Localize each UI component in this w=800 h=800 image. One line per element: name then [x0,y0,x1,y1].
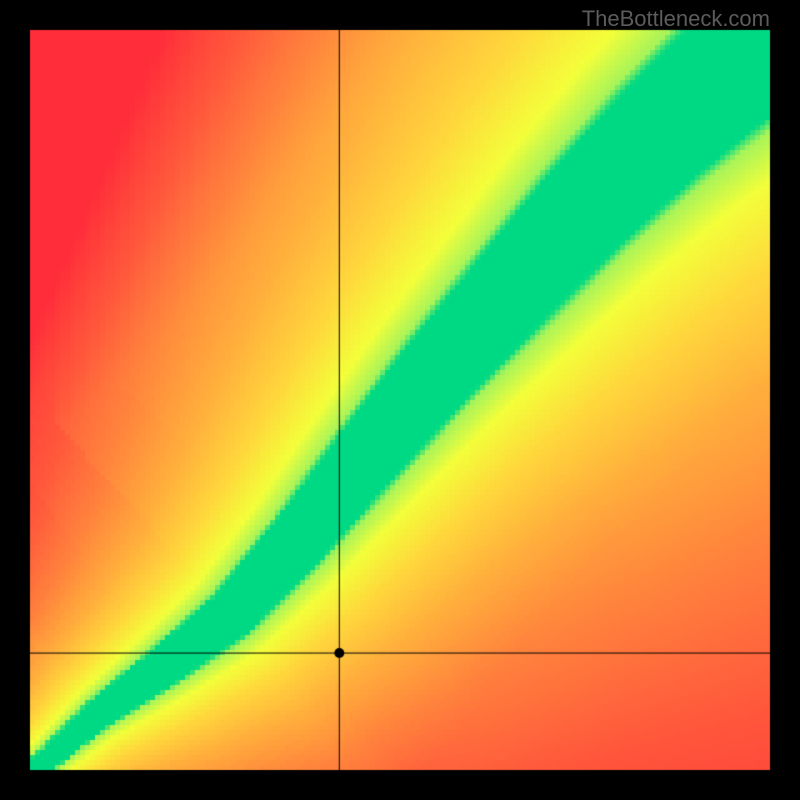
chart-container: TheBottleneck.com [0,0,800,800]
heatmap-canvas [0,0,800,800]
watermark-text: TheBottleneck.com [582,6,770,32]
